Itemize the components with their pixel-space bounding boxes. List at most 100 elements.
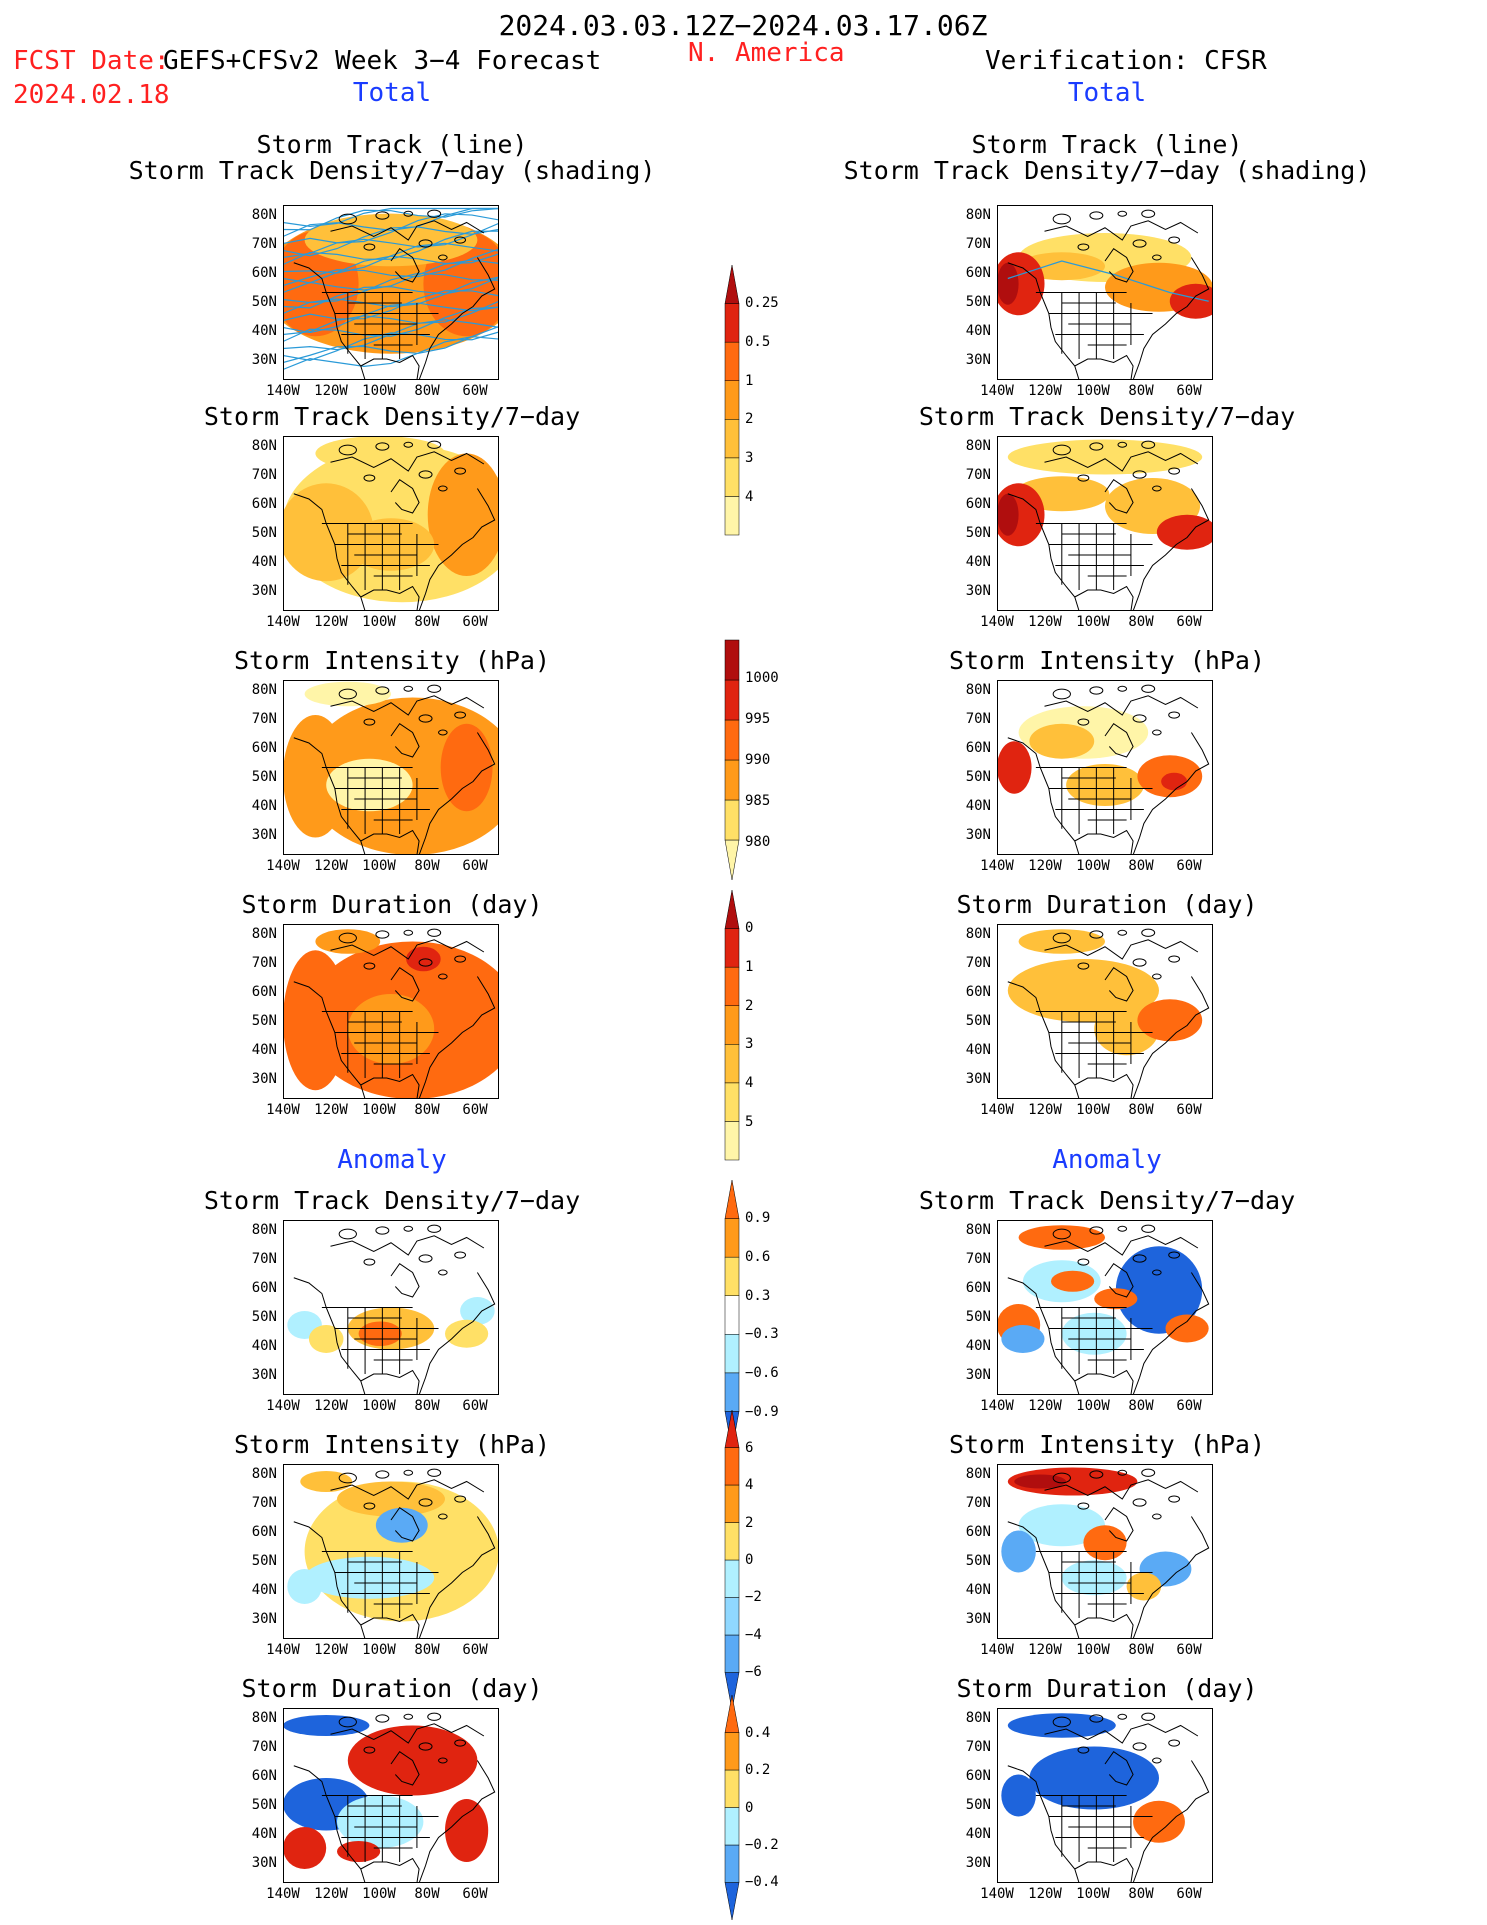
arctic-island-2	[1077, 962, 1090, 970]
lat-label-80N: 80N	[251, 1222, 277, 1238]
title-density-right: Storm Track Density/7−day	[918, 402, 1296, 431]
arctic-island-4	[438, 485, 448, 492]
shade-cell-r5-c1-4	[1001, 1530, 1036, 1573]
lon-label-140W: 140W	[980, 1102, 1014, 1118]
arctic-island-6	[1117, 685, 1128, 692]
shade-cell-r4-c1-7	[1061, 1312, 1127, 1355]
arctic-island-2	[1077, 474, 1090, 482]
lat-label-80N: 80N	[965, 682, 991, 698]
lat-label-70N: 70N	[965, 467, 991, 483]
colorbar-4-label-6: −6	[745, 1664, 762, 1680]
map-frame	[283, 205, 499, 380]
lon-label-80W: 80W	[1128, 1102, 1154, 1118]
title-density-anom-right: Storm Track Density/7−day	[918, 1186, 1296, 1215]
coastline-west	[1007, 981, 1080, 1099]
lon-label-60W: 60W	[1176, 1398, 1202, 1414]
hudson-bay	[1104, 723, 1134, 758]
colorbar-0-label-1: 0.5	[745, 333, 771, 350]
lat-label-60N: 60N	[251, 1768, 277, 1784]
lon-label-100W: 100W	[1076, 383, 1110, 399]
arctic-island-3	[418, 1498, 433, 1507]
arctic-island-6	[1117, 1469, 1128, 1476]
coastline-arctic	[330, 220, 485, 241]
lat-label-40N: 40N	[251, 1338, 277, 1354]
lon-label-60W: 60W	[1176, 614, 1202, 630]
lat-label-80N: 80N	[965, 1710, 991, 1726]
lon-label-100W: 100W	[1076, 858, 1110, 874]
arctic-island-0	[338, 932, 357, 944]
section-anomaly-left: Anomaly	[337, 1145, 447, 1175]
arctic-island-1	[375, 211, 390, 220]
colorbar-3-segment-5	[724, 1218, 740, 1258]
lat-label-80N: 80N	[251, 682, 277, 698]
colorbar-4-label-5: −4	[745, 1626, 762, 1643]
coastline-west	[1007, 737, 1080, 855]
lat-label-60N: 60N	[965, 984, 991, 1000]
lat-label-30N: 30N	[965, 1367, 991, 1383]
arctic-island-1	[1089, 686, 1104, 695]
title-duration-left: Storm Duration (day)	[241, 890, 543, 919]
lon-label-140W: 140W	[980, 858, 1014, 874]
shade-cell-r2-c0-4	[304, 681, 391, 707]
colorbar-5-segment-4	[724, 1732, 740, 1771]
lat-label-40N: 40N	[251, 1826, 277, 1842]
lat-label-70N: 70N	[965, 1495, 991, 1511]
shade-cell-r1-c1-0	[1007, 439, 1203, 475]
arctic-island-0	[338, 444, 357, 456]
lat-label-70N: 70N	[251, 236, 277, 252]
arctic-island-6	[403, 1225, 414, 1232]
arctic-island-1	[1089, 930, 1104, 939]
map-panel-r5-c1	[997, 1464, 1213, 1639]
lat-label-40N: 40N	[251, 323, 277, 339]
title-duration-anom-left: Storm Duration (day)	[241, 1674, 543, 1703]
colorbar-0-label-3: 2	[745, 411, 754, 428]
title-intensity-right: Storm Intensity (hPa)	[948, 646, 1266, 675]
title-density-left: Storm Track Density/7−day	[203, 402, 581, 431]
lon-label-80W: 80W	[414, 858, 440, 874]
lon-label-140W: 140W	[980, 614, 1014, 630]
lon-label-80W: 80W	[414, 1102, 440, 1118]
verification-label: Verification: CFSR	[985, 46, 1267, 76]
shade-cell-r5-c0-2	[375, 1507, 428, 1543]
colorbar-2-label-5: 5	[745, 1114, 754, 1130]
map-frame	[283, 436, 499, 611]
arctic-island-6	[403, 685, 414, 692]
lat-label-60N: 60N	[965, 265, 991, 281]
arctic-island-0	[338, 1472, 357, 1484]
lon-label-80W: 80W	[414, 1886, 440, 1902]
lon-label-100W: 100W	[362, 614, 396, 630]
arctic-island-3	[418, 470, 433, 479]
colorbar-2-segment-2	[724, 1044, 740, 1084]
storm-track-line-2	[283, 207, 499, 238]
arctic-island-3	[418, 239, 433, 248]
lat-label-30N: 30N	[965, 583, 991, 599]
arctic-island-2	[363, 1258, 376, 1266]
storm-track-line-10	[283, 259, 499, 294]
shade-cell-r1-c0-1	[283, 483, 374, 582]
colorbar-2-segment-5	[724, 928, 740, 968]
lon-label-140W: 140W	[980, 1886, 1014, 1902]
title-duration-anom-right: Storm Duration (day)	[956, 1674, 1258, 1703]
lat-label-70N: 70N	[965, 1739, 991, 1755]
colorbar-4-segment-3	[724, 1559, 740, 1598]
lon-label-60W: 60W	[462, 1102, 488, 1118]
coastline-gulf	[1074, 829, 1134, 855]
lat-label-30N: 30N	[251, 352, 277, 368]
arctic-island-5	[1168, 711, 1181, 719]
lat-label-60N: 60N	[965, 1524, 991, 1540]
arctic-island-4	[1152, 1269, 1162, 1276]
arctic-island-3	[1132, 958, 1147, 967]
arctic-island-0	[1052, 1228, 1071, 1240]
arctic-island-2	[1077, 1746, 1090, 1754]
arctic-island-5	[454, 1739, 467, 1747]
shade-cell-r6-c1-0	[1007, 1713, 1116, 1738]
arctic-island-0	[338, 688, 357, 700]
lat-label-50N: 50N	[965, 294, 991, 310]
lat-label-50N: 50N	[965, 1309, 991, 1325]
lat-label-40N: 40N	[965, 323, 991, 339]
arctic-island-1	[375, 1470, 390, 1479]
lon-label-60W: 60W	[1176, 1642, 1202, 1658]
colorbar-4-segment-1	[724, 1634, 740, 1673]
lon-label-140W: 140W	[266, 1102, 300, 1118]
